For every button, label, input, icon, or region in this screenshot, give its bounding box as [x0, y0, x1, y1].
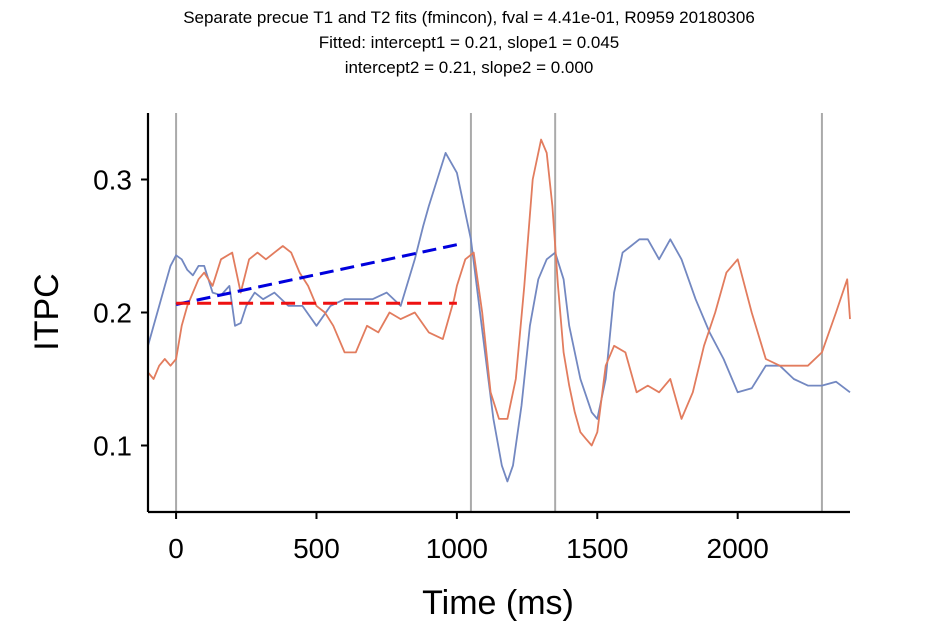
event-marker-lines — [175, 113, 823, 512]
axes: 0 500 1000 1500 2000 0.1 0.2 0.3 — [93, 113, 850, 564]
x-axis-label: Time (ms) — [422, 584, 574, 622]
fit-lines — [175, 243, 458, 306]
x-tick-label: 1500 — [566, 533, 628, 564]
chart-title: Separate precue T1 and T2 fits (fmincon)… — [183, 8, 755, 27]
x-tick-label: 2000 — [707, 533, 769, 564]
series-lines — [147, 138, 851, 483]
series-line-blue — [147, 152, 851, 483]
fit-line-1 — [175, 243, 458, 306]
series-line-orange — [147, 138, 851, 447]
x-tick-label: 500 — [293, 533, 340, 564]
x-tick-label: 1000 — [426, 533, 488, 564]
chart-subtitle-line-1: Fitted: intercept1 = 0.21, slope1 = 0.04… — [318, 33, 620, 52]
y-axis-label: ITPC — [28, 273, 66, 350]
y-tick-label: 0.1 — [93, 431, 132, 462]
y-tick-label: 0.3 — [93, 165, 132, 196]
chart-subtitle-line-2: intercept2 = 0.21, slope2 = 0.000 — [344, 58, 594, 77]
x-tick-label: 0 — [168, 533, 184, 564]
y-tick-label: 0.2 — [93, 298, 132, 329]
